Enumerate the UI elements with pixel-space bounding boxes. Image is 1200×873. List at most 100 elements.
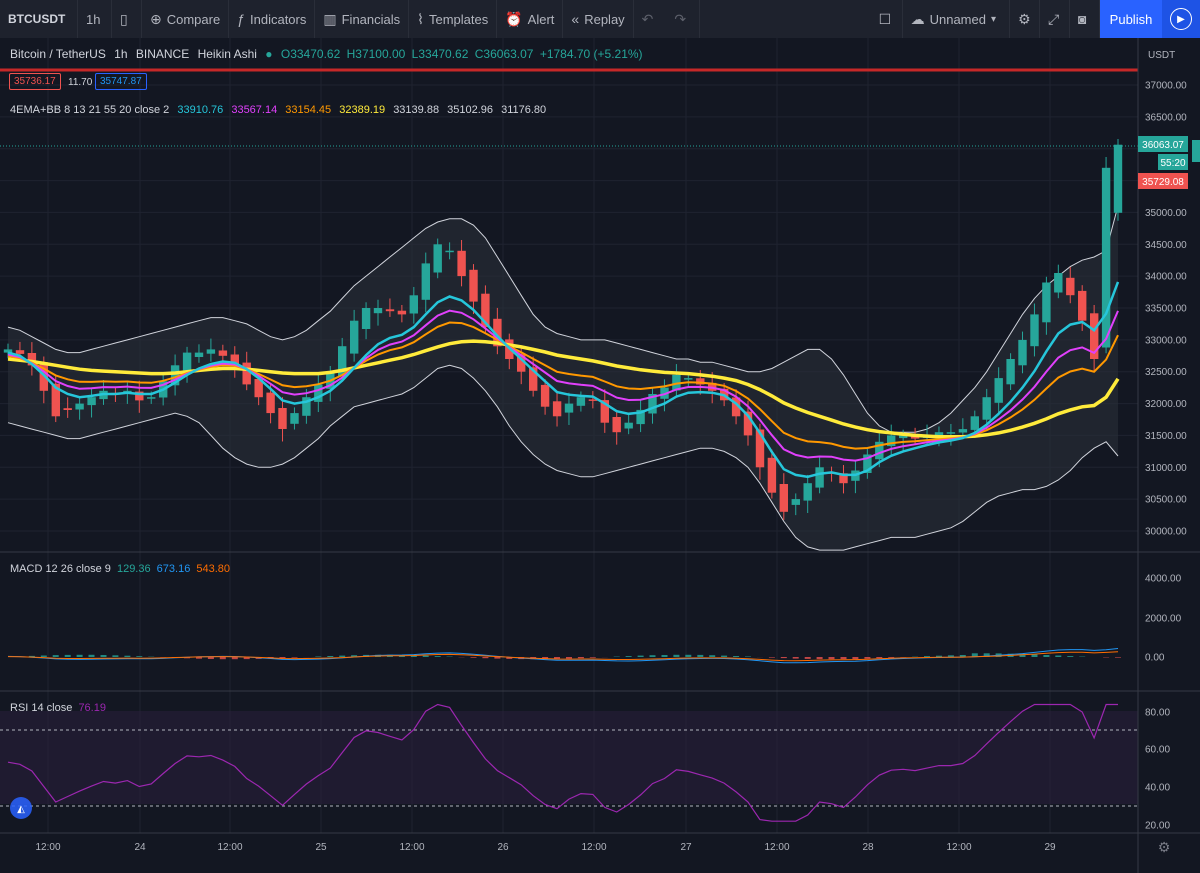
macd-bar — [828, 657, 835, 660]
price-axis[interactable]: 37000.0036500.0036000.0035500.0035000.00… — [1145, 81, 1187, 832]
ohlc-open: O33470.62 — [280, 47, 341, 61]
candle-body — [1101, 167, 1111, 348]
legend-chart-type: Heikin Ashi — [197, 47, 257, 61]
rsi-tick: 20.00 — [1145, 821, 1170, 832]
macd-bar — [649, 655, 656, 657]
candle-body — [254, 379, 263, 398]
pair-name: Bitcoin / TetherUS — [10, 47, 106, 61]
candle-body — [1090, 313, 1099, 359]
financials-label: Financials — [341, 11, 401, 27]
candle-body — [576, 397, 586, 406]
macd-bar — [124, 655, 131, 657]
macd-bar — [40, 655, 47, 657]
macd-bar — [721, 655, 728, 657]
alert-button[interactable]: ⏰ Alert — [497, 0, 564, 38]
publish-button[interactable]: Publish — [1100, 0, 1162, 38]
play-icon: ▶ — [1170, 8, 1192, 30]
macd-bar — [470, 657, 477, 658]
currency-label[interactable]: USDT — [1148, 50, 1175, 61]
candle-body — [242, 362, 251, 385]
alert-label: Alert — [527, 11, 555, 27]
macd-bar — [64, 654, 71, 657]
time-tick: 12:00 — [217, 842, 242, 853]
layout-name-button[interactable]: ☁ Unnamed ▾ — [903, 0, 1010, 38]
macd-bar — [685, 654, 692, 657]
compare-button[interactable]: ⊕ Compare — [142, 0, 230, 38]
candle-body — [385, 309, 395, 312]
ohlc-change: +1784.70 (+5.21%) — [539, 47, 643, 61]
settings-button[interactable]: ⚙ — [1010, 0, 1040, 38]
time-axis[interactable]: 12:00 24 12:00 25 12:00 26 12:00 27 12:00 28 12:00… — [35, 842, 1056, 853]
macd-bar — [76, 654, 83, 657]
bollinger-lower — [7, 364, 1119, 551]
chart-canvas[interactable]: 37000.0036500.0036000.0035500.0035000.00… — [0, 38, 1200, 873]
candle-body — [1066, 277, 1075, 296]
candle-body — [624, 422, 633, 429]
fullscreen-checkbox[interactable]: ☐ — [871, 0, 903, 38]
scroll-handle[interactable] — [1192, 140, 1200, 162]
price-tick: 32000.00 — [1145, 399, 1187, 410]
macd-bar — [52, 655, 59, 657]
financials-button[interactable]: ▥ Financials — [315, 0, 410, 38]
candle-body — [970, 416, 979, 430]
compare-toggle-button[interactable] — [10, 797, 32, 819]
candle-body — [1018, 339, 1027, 366]
cloud-icon: ☁ — [910, 10, 925, 27]
candles-icon: ▯ — [120, 10, 128, 27]
macd-legend[interactable]: MACD 12 26 close 9 129.36 673.16 543.80 — [10, 563, 230, 575]
interval-selector[interactable]: 1h — [78, 0, 112, 38]
candle-body — [75, 403, 84, 410]
play-button[interactable]: ▶ — [1162, 0, 1200, 38]
expand-icon: ⤢ — [1048, 10, 1060, 27]
macd-bar — [577, 657, 584, 659]
candle-body — [588, 399, 598, 401]
candle-body — [1006, 359, 1015, 385]
templates-icon: ⌇ — [417, 10, 424, 27]
macd-bar — [625, 656, 632, 657]
rsi-legend[interactable]: RSI 14 close 76.19 — [10, 702, 106, 714]
candle-body — [934, 432, 944, 436]
ema-legend[interactable]: 4EMA+BB 8 13 21 55 20 close 2 33910.76 3… — [10, 104, 551, 116]
candle-body — [779, 484, 788, 512]
main-legend[interactable]: Bitcoin / TetherUS 1h BINANCE Heikin Ash… — [10, 47, 648, 61]
candle-body — [27, 353, 37, 366]
macd-bar — [219, 657, 226, 660]
ohlc-high: H37100.00 — [346, 47, 406, 61]
expand-button[interactable]: ⤢ — [1040, 0, 1070, 38]
buy-price-button[interactable]: 35747.87 — [95, 73, 147, 90]
layout-name: Unnamed — [929, 11, 986, 27]
macd-bar — [506, 657, 513, 659]
symbol-search[interactable]: BTCUSDT — [0, 0, 78, 38]
replay-button[interactable]: «Replay — [563, 0, 634, 38]
macd-title: MACD 12 26 close 9 — [10, 563, 111, 575]
chart-type-button[interactable]: ▯ — [112, 0, 142, 38]
legend-interval: 1h — [114, 47, 128, 61]
snapshot-button[interactable]: ◙ — [1070, 0, 1100, 38]
macd-bar — [804, 657, 811, 659]
undo-button[interactable]: ↶ — [634, 0, 667, 38]
plus-circle-icon: ⊕ — [150, 10, 162, 27]
candle-body — [15, 350, 25, 354]
candle-body — [899, 435, 908, 439]
candle-body — [147, 397, 156, 399]
indicators-button[interactable]: ƒ Indicators — [229, 0, 316, 38]
macd-bar — [1031, 654, 1038, 657]
macd-bar — [733, 656, 740, 657]
macd-bar — [673, 654, 680, 657]
price-tick: 37000.00 — [1145, 81, 1187, 92]
redo-button[interactable]: ↷ — [666, 0, 701, 38]
macd-bar — [291, 657, 298, 658]
macd-bar — [589, 657, 596, 658]
templates-button[interactable]: ⌇ Templates — [409, 0, 498, 38]
macd-bar — [780, 657, 787, 659]
sell-price-button[interactable]: 35736.17 — [9, 73, 61, 90]
candle-body — [731, 397, 741, 417]
legend-dot: ● — [265, 47, 273, 61]
price-tick: 35000.00 — [1145, 208, 1187, 219]
rsi-line — [7, 703, 1118, 822]
gear-icon[interactable]: ⚙ — [1158, 839, 1171, 855]
candle-body — [1113, 144, 1123, 213]
time-tick: 12:00 — [764, 842, 789, 853]
candle-body — [170, 365, 180, 386]
price-tick: 31500.00 — [1145, 431, 1187, 442]
